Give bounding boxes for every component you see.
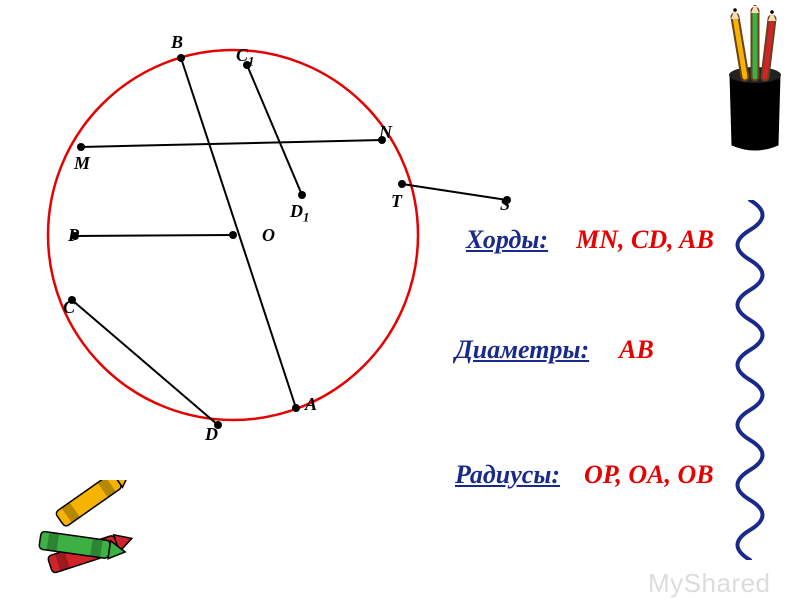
point-label-B: B <box>171 33 183 51</box>
radii-row: Радиусы: OP, OA, OB <box>455 460 714 490</box>
diameters-label: Диаметры: <box>455 335 589 365</box>
point-label-P: P <box>68 226 79 244</box>
chords-row: Хорды: MN, CD, AB <box>466 225 714 255</box>
watermark: MyShared <box>648 568 771 599</box>
point-label-D1: D1 <box>290 202 309 224</box>
crayons-icon <box>25 480 185 600</box>
point-label-S: S <box>500 195 510 213</box>
point-label-D: D <box>205 425 218 443</box>
point-label-C1: C1 <box>236 46 254 68</box>
diameters-row: Диаметры: AB <box>455 335 654 365</box>
point-label-C: C <box>63 298 75 316</box>
pencil-cup-icon <box>700 5 800 155</box>
point-label-N: N <box>379 123 392 141</box>
radii-value: OP, OA, OB <box>584 460 714 490</box>
point-label-A: A <box>305 395 317 413</box>
chords-label: Хорды: <box>466 225 548 255</box>
point-label-M: M <box>74 154 90 172</box>
point-label-O: O <box>262 226 275 244</box>
squiggle-icon <box>720 200 780 560</box>
radii-label: Радиусы: <box>455 460 560 490</box>
point-label-T: T <box>391 192 402 210</box>
chords-value: MN, CD, AB <box>576 225 714 255</box>
diameters-value: AB <box>619 335 654 365</box>
